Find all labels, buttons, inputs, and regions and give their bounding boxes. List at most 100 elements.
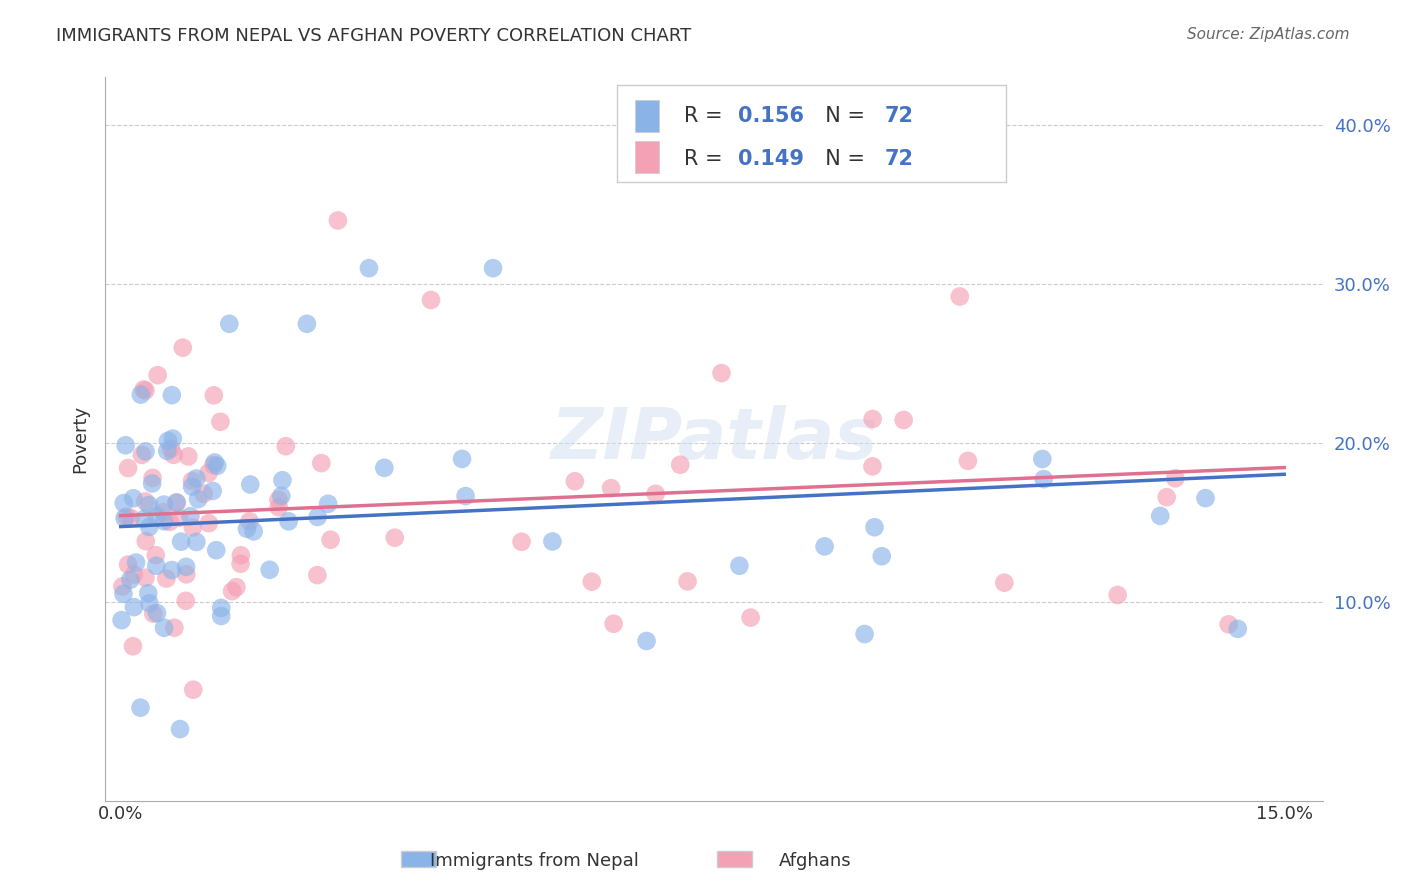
Point xyxy=(134,494,156,508)
Point xyxy=(420,293,443,307)
Point xyxy=(181,479,204,493)
Point xyxy=(174,594,197,608)
Point xyxy=(451,451,474,466)
Point xyxy=(236,522,259,536)
Text: 72: 72 xyxy=(884,149,914,169)
Point xyxy=(156,444,179,458)
Y-axis label: Poverty: Poverty xyxy=(72,405,89,473)
Point xyxy=(295,317,318,331)
Point xyxy=(115,509,138,524)
Point xyxy=(156,434,179,448)
Point xyxy=(239,477,262,491)
Point xyxy=(135,444,157,458)
Text: 0.149: 0.149 xyxy=(738,149,804,169)
Point xyxy=(111,579,134,593)
Point xyxy=(853,627,876,641)
Point xyxy=(710,366,733,380)
Point xyxy=(1149,508,1171,523)
Point xyxy=(134,571,156,585)
Point xyxy=(1226,622,1249,636)
Point xyxy=(373,460,395,475)
Text: IMMIGRANTS FROM NEPAL VS AFGHAN POVERTY CORRELATION CHART: IMMIGRANTS FROM NEPAL VS AFGHAN POVERTY … xyxy=(56,27,692,45)
Bar xyxy=(401,851,436,867)
Point xyxy=(307,568,329,582)
Point xyxy=(110,613,132,627)
FancyBboxPatch shape xyxy=(617,85,1007,182)
Point xyxy=(1194,491,1216,505)
Point xyxy=(122,600,145,615)
Point xyxy=(129,700,152,714)
Point xyxy=(138,596,160,610)
Point xyxy=(142,607,165,621)
Point xyxy=(870,549,893,564)
Point xyxy=(205,543,228,558)
Text: N =: N = xyxy=(811,149,872,169)
Point xyxy=(1107,588,1129,602)
Point xyxy=(166,495,188,509)
Point xyxy=(163,448,186,462)
Point xyxy=(160,563,183,577)
Point xyxy=(274,439,297,453)
Point xyxy=(112,496,135,510)
Point xyxy=(600,481,623,495)
Point xyxy=(993,575,1015,590)
Point xyxy=(186,535,208,549)
FancyBboxPatch shape xyxy=(636,100,659,132)
Point xyxy=(454,489,477,503)
Point xyxy=(267,492,290,507)
Point xyxy=(209,415,232,429)
Point xyxy=(307,510,329,524)
Point xyxy=(202,458,225,472)
Point xyxy=(169,722,191,736)
Point xyxy=(510,534,533,549)
Point xyxy=(114,438,136,452)
Text: Afghans: Afghans xyxy=(779,852,852,870)
Point xyxy=(152,505,174,519)
Point xyxy=(218,317,240,331)
Point xyxy=(728,558,751,573)
Text: N =: N = xyxy=(811,106,872,126)
Text: 0.156: 0.156 xyxy=(738,106,804,126)
Point xyxy=(125,556,148,570)
Point xyxy=(271,473,294,487)
Point xyxy=(862,459,884,474)
Point xyxy=(205,458,228,473)
Point xyxy=(193,487,215,501)
Point xyxy=(153,514,176,528)
Point xyxy=(167,510,190,524)
Point xyxy=(1156,490,1178,504)
Point xyxy=(138,520,160,534)
Point xyxy=(112,587,135,601)
Point xyxy=(142,471,165,485)
Point xyxy=(146,606,169,620)
Text: Source: ZipAtlas.com: Source: ZipAtlas.com xyxy=(1187,27,1350,42)
Point xyxy=(134,512,156,526)
Point xyxy=(162,432,184,446)
Point xyxy=(740,610,762,624)
Point xyxy=(326,213,349,227)
Point xyxy=(636,634,658,648)
Point xyxy=(176,567,198,582)
Point xyxy=(209,601,232,615)
Point xyxy=(813,540,835,554)
Point xyxy=(602,616,624,631)
Point xyxy=(564,474,586,488)
Point xyxy=(186,471,208,485)
Point xyxy=(209,609,232,624)
Text: 72: 72 xyxy=(884,106,914,126)
Point xyxy=(482,261,505,276)
Text: R =: R = xyxy=(683,149,728,169)
Point xyxy=(138,498,160,512)
Text: ZIPatlas: ZIPatlas xyxy=(550,405,877,474)
Point xyxy=(145,558,167,573)
Point xyxy=(197,466,219,480)
Text: Immigrants from Nepal: Immigrants from Nepal xyxy=(430,852,638,870)
Point xyxy=(581,574,603,589)
Point xyxy=(134,384,156,398)
Point xyxy=(229,557,252,571)
Point xyxy=(122,491,145,506)
Point xyxy=(179,509,201,524)
Point xyxy=(242,524,264,539)
Point xyxy=(153,621,176,635)
Point xyxy=(949,289,972,303)
